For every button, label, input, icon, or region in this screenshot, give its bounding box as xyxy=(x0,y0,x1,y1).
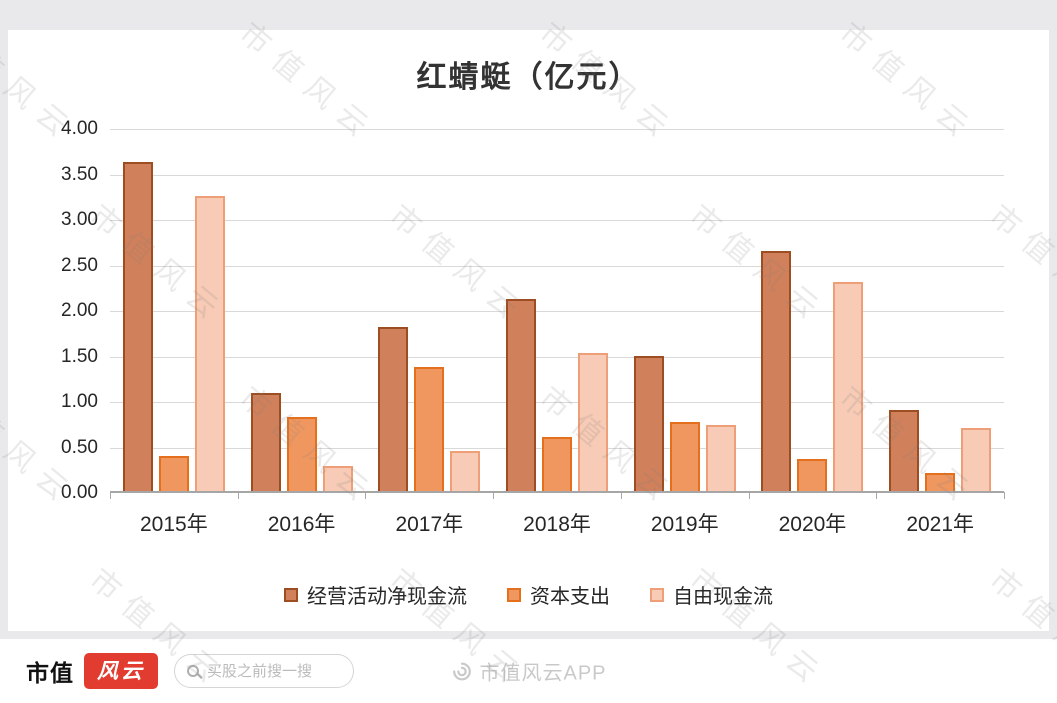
bar-group xyxy=(876,129,1004,491)
gridline xyxy=(110,220,1004,221)
bar-group xyxy=(110,129,238,491)
search-box[interactable] xyxy=(174,654,354,688)
bar xyxy=(194,196,225,491)
brand-name: 市值 xyxy=(26,660,74,686)
legend-item: 资本支出 xyxy=(507,580,610,609)
x-axis-tick xyxy=(876,492,878,499)
bar xyxy=(705,424,736,491)
x-axis-tick xyxy=(748,492,750,499)
y-axis-label: 2.50 xyxy=(61,254,98,276)
legend-swatch xyxy=(650,587,664,602)
bar xyxy=(833,281,864,491)
swirl-logo-icon xyxy=(452,662,471,680)
search-input[interactable] xyxy=(207,662,337,680)
x-axis-label: 2019年 xyxy=(650,513,719,536)
gridline xyxy=(110,356,1004,358)
x-axis-ticks xyxy=(110,492,1005,499)
gridline xyxy=(110,174,1004,176)
bar-group xyxy=(238,129,366,491)
y-axis-label: 4.00 xyxy=(61,118,98,139)
bar xyxy=(158,456,189,491)
bar-group xyxy=(365,129,493,491)
x-axis-label: 2021年 xyxy=(906,513,975,536)
bar-group xyxy=(493,129,621,491)
bar xyxy=(322,466,353,491)
y-axis-labels: 4.00 3.50 3.00 2.50 2.00 1.50 1.00 0.50 0.00 xyxy=(8,118,98,503)
bar xyxy=(761,250,792,491)
bar xyxy=(414,367,445,491)
x-axis-label: 2017年 xyxy=(395,513,464,536)
bar xyxy=(506,299,537,491)
footer: 市值 风云 市值风云APP xyxy=(0,639,1057,703)
x-axis-tick xyxy=(365,492,367,499)
x-axis-tick xyxy=(620,492,622,499)
bar xyxy=(961,428,992,491)
chart-title: 红蜻蜓（亿元） xyxy=(416,61,641,94)
x-axis-tick xyxy=(493,492,495,499)
bar xyxy=(669,421,700,491)
legend: 经营活动净现金流 资本支出 自由现金流 xyxy=(8,580,1049,609)
bar-group xyxy=(749,129,877,491)
bar xyxy=(578,352,609,491)
app-watermark: 市值风云APP xyxy=(450,657,606,686)
bar xyxy=(797,459,828,491)
y-axis-label: 0.50 xyxy=(61,436,98,458)
legend-item: 自由现金流 xyxy=(650,580,773,609)
bar xyxy=(925,472,956,491)
bar xyxy=(633,356,664,491)
search-icon xyxy=(187,665,199,677)
legend-label: 资本支出 xyxy=(530,586,610,608)
bar xyxy=(889,410,920,491)
bar xyxy=(286,417,317,491)
bar xyxy=(450,451,481,491)
legend-label: 经营活动净现金流 xyxy=(307,586,467,608)
brand-logo: 风云 xyxy=(84,653,158,689)
x-axis-label: 2016年 xyxy=(267,513,336,536)
y-axis-label: 1.00 xyxy=(61,391,98,412)
bar-group xyxy=(621,129,749,491)
plot-area xyxy=(110,129,1005,499)
x-axis-label: 2015年 xyxy=(140,513,208,536)
x-axis-tick xyxy=(110,492,111,499)
bar xyxy=(250,392,281,491)
y-axis-label: 3.00 xyxy=(61,209,98,230)
chart-card: 红蜻蜓（亿元） 4.00 3.50 3.00 2.50 2.00 1.50 1.00 0.50… xyxy=(8,30,1049,631)
legend-swatch xyxy=(284,587,298,602)
y-axis-label: 1.50 xyxy=(61,345,98,367)
legend-label: 自由现金流 xyxy=(673,586,773,608)
y-axis-label: 2.00 xyxy=(61,300,98,321)
x-axis-label: 2020年 xyxy=(778,513,847,536)
legend-swatch xyxy=(507,587,521,602)
x-axis-labels: 2015年 2016年 2017年 2018年 2019年 2020年 2021年 xyxy=(110,508,1004,538)
app-watermark-text: 市值风云APP xyxy=(479,662,607,685)
gridline xyxy=(110,311,1004,312)
x-axis-tick xyxy=(237,492,239,499)
legend-item: 经营活动净现金流 xyxy=(284,580,467,609)
bar xyxy=(378,327,409,491)
bar xyxy=(122,161,153,491)
gridline xyxy=(110,265,1004,267)
gridline xyxy=(110,402,1004,403)
bar-groups xyxy=(110,129,1004,491)
brand: 市值 风云 xyxy=(26,653,158,689)
gridline xyxy=(110,129,1004,130)
bar xyxy=(542,437,573,491)
x-axis-label: 2018年 xyxy=(523,513,591,536)
y-axis-label: 3.50 xyxy=(61,163,98,185)
x-axis-tick xyxy=(1004,492,1005,499)
y-axis-label: 0.00 xyxy=(61,482,98,503)
